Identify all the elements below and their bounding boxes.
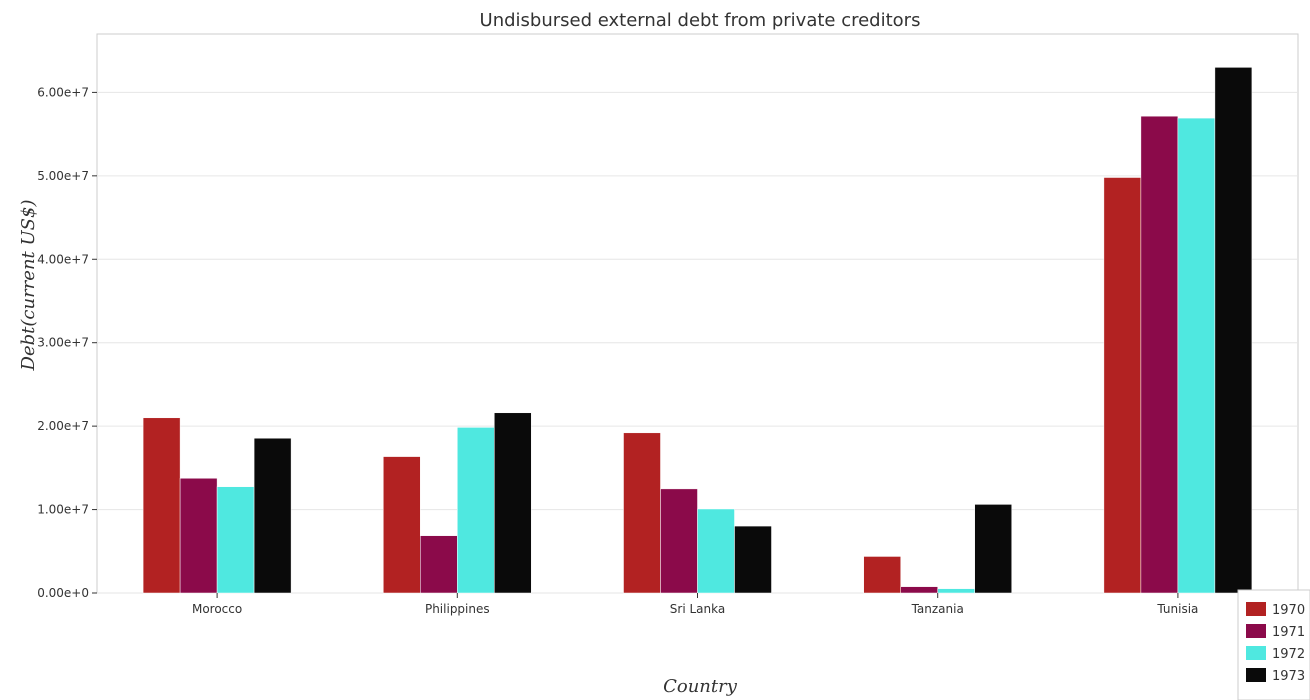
- legend-swatch-1970: [1246, 602, 1266, 616]
- x-tick-label: Sri Lanka: [670, 602, 725, 616]
- y-tick-label: 5.00e+7: [37, 169, 89, 183]
- y-tick-label: 2.00e+7: [37, 419, 89, 433]
- x-tick-label: Tunisia: [1156, 602, 1198, 616]
- bar-1971-philippines: [420, 535, 458, 594]
- bar-1970-morocco: [142, 417, 181, 594]
- bar-1972-tanzania: [937, 588, 975, 594]
- bar-1971-tanzania: [900, 586, 938, 594]
- chart-title: Undisbursed external debt from private c…: [480, 10, 921, 31]
- y-axis-label: Debt(current US$): [18, 200, 39, 372]
- bar-1970-tanzania: [863, 556, 901, 594]
- plot-area: 0.00e+0 1.00e+7 2.00e+7 3.00e+7 4.00e+7 5.00e…: [37, 33, 1299, 616]
- bar-1970-philippines: [383, 456, 421, 594]
- legend-label-1972: 1972: [1272, 647, 1305, 662]
- bar-1972-sri-lanka: [697, 508, 735, 594]
- bar-1972-philippines: [457, 427, 495, 594]
- bar-1970-tunisia: [1103, 177, 1142, 594]
- x-tick-label: Morocco: [192, 602, 242, 616]
- y-tick-label: 3.00e+7: [37, 336, 89, 350]
- legend-label-1971: 1971: [1272, 625, 1305, 640]
- x-tick-label: Tanzania: [911, 602, 964, 616]
- bar-1971-sri-lanka: [660, 488, 698, 594]
- bar-1973-morocco: [253, 437, 292, 594]
- bar-1971-morocco: [179, 478, 218, 594]
- y-tick-label: 0.00e+0: [37, 586, 89, 600]
- legend-label-1973: 1973: [1272, 669, 1305, 684]
- bar-1973-sri-lanka: [734, 525, 772, 594]
- x-axis-label: Country: [663, 676, 738, 697]
- bar-1973-tanzania: [974, 504, 1012, 594]
- y-tick-label: 4.00e+7: [37, 252, 89, 266]
- legend-swatch-1973: [1246, 668, 1266, 682]
- legend-swatch-1971: [1246, 624, 1266, 638]
- y-tick-label: 6.00e+7: [37, 85, 89, 99]
- bar-1972-morocco: [216, 486, 255, 594]
- bar-1973-philippines: [494, 412, 532, 594]
- legend-label-1970: 1970: [1272, 603, 1305, 618]
- bar-1970-sri-lanka: [623, 432, 661, 594]
- bar-1973-tunisia: [1214, 67, 1253, 594]
- x-tick-label: Philippines: [425, 602, 490, 616]
- legend-swatch-1972: [1246, 646, 1266, 660]
- bar-1972-tunisia: [1177, 117, 1216, 594]
- bar-1971-tunisia: [1140, 115, 1179, 594]
- legend: 1970 1971 1972 1973: [1237, 589, 1310, 700]
- y-tick-label: 1.00e+7: [37, 503, 89, 517]
